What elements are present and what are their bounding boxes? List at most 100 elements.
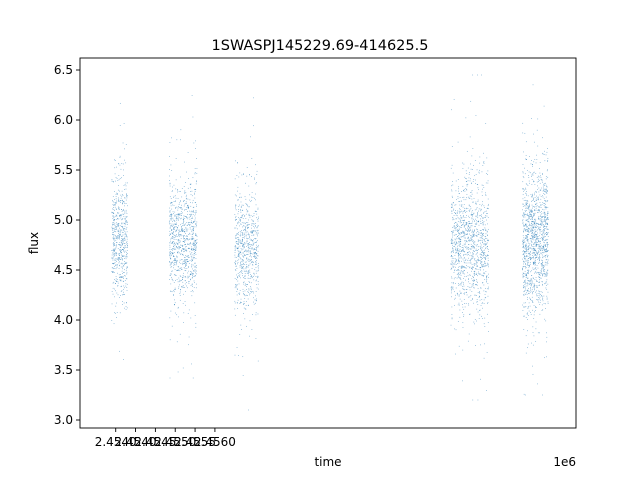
scatter-point (530, 218, 532, 220)
scatter-point (183, 236, 184, 238)
scatter-point (457, 231, 459, 232)
scatter-point (488, 208, 489, 210)
scatter-point (456, 223, 458, 225)
scatter-point (174, 228, 175, 230)
scatter-point (533, 286, 535, 287)
scatter-point (180, 289, 181, 291)
scatter-point (186, 282, 187, 283)
scatter-point (173, 238, 175, 240)
scatter-point (470, 274, 471, 276)
scatter-point (463, 204, 465, 205)
scatter-point (460, 215, 462, 216)
scatter-point (531, 221, 533, 222)
scatter-point (468, 217, 470, 218)
scatter-point (195, 248, 197, 249)
scatter-point (545, 251, 546, 253)
scatter-point (480, 267, 482, 268)
scatter-point (172, 211, 174, 213)
scatter-point (191, 225, 193, 227)
scatter-point (185, 259, 186, 261)
scatter-point (242, 356, 244, 358)
scatter-point (452, 262, 454, 264)
scatter-point (254, 299, 256, 301)
scatter-point (544, 150, 545, 152)
scatter-point (523, 273, 525, 274)
scatter-point (470, 240, 472, 242)
scatter-point (196, 225, 197, 226)
scatter-point (255, 223, 257, 224)
scatter-point (475, 284, 477, 286)
scatter-point (523, 393, 525, 395)
scatter-point (458, 193, 460, 194)
scatter-point (461, 251, 462, 253)
scatter-point (536, 222, 537, 224)
scatter-point (466, 194, 468, 195)
scatter-point (538, 244, 540, 245)
scatter-point (186, 285, 187, 287)
scatter-point (241, 222, 243, 224)
scatter-point (254, 257, 256, 259)
scatter-point (172, 280, 174, 282)
scatter-point (242, 214, 244, 215)
scatter-point (181, 204, 182, 206)
scatter-point (468, 303, 469, 305)
scatter-point (175, 239, 177, 240)
scatter-point (118, 244, 119, 245)
scatter-point (174, 201, 176, 202)
scatter-point (174, 211, 176, 213)
scatter-point (120, 279, 122, 281)
scatter-point (196, 270, 197, 272)
scatter-point (118, 207, 119, 209)
scatter-point (253, 292, 254, 294)
scatter-point (465, 222, 467, 224)
scatter-point (183, 186, 185, 187)
scatter-point (471, 225, 473, 227)
scatter-point (238, 254, 239, 255)
scatter-point (257, 283, 259, 285)
scatter-point (535, 219, 537, 221)
scatter-point (183, 219, 184, 220)
scatter-point (187, 218, 189, 220)
scatter-point (115, 202, 117, 204)
scatter-point (525, 263, 526, 264)
scatter-point (457, 260, 459, 262)
scatter-point (126, 252, 127, 254)
scatter-point (487, 295, 489, 297)
scatter-point (454, 204, 456, 206)
scatter-point (522, 251, 524, 253)
scatter-point (456, 270, 458, 271)
scatter-point (542, 196, 544, 198)
scatter-point (537, 185, 538, 187)
scatter-point (542, 257, 543, 259)
scatter-point (464, 237, 466, 238)
scatter-point (180, 254, 181, 255)
scatter-point (483, 205, 485, 207)
scatter-point (126, 287, 128, 288)
scatter-point (181, 235, 183, 237)
scatter-point (455, 252, 457, 254)
scatter-point (192, 264, 194, 266)
scatter-point (452, 256, 454, 258)
scatter-point (478, 220, 480, 222)
scatter-point (126, 220, 127, 221)
scatter-point (477, 275, 478, 277)
scatter-point (177, 236, 179, 237)
scatter-point (485, 265, 487, 267)
scatter-point (533, 335, 535, 337)
scatter-point (541, 187, 543, 189)
scatter-point (542, 230, 544, 232)
scatter-point (523, 231, 524, 232)
scatter-point (545, 203, 546, 205)
scatter-point (529, 283, 531, 284)
scatter-point (451, 318, 453, 320)
plot-frame (79, 57, 577, 429)
scatter-point (463, 254, 465, 255)
scatter-point (249, 294, 250, 296)
scatter-point (481, 209, 482, 211)
scatter-point (189, 226, 191, 228)
scatter-point (112, 282, 114, 284)
scatter-point (172, 261, 174, 263)
scatter-point (248, 270, 250, 272)
scatter-point (541, 238, 543, 239)
scatter-point (483, 254, 485, 256)
